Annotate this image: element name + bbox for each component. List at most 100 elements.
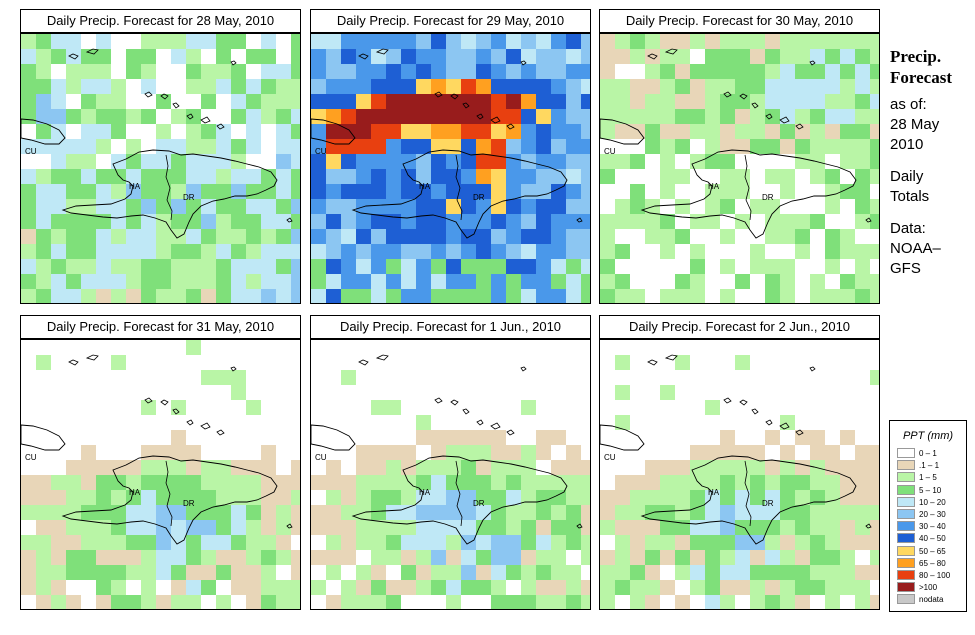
- precip-cell: [141, 289, 156, 303]
- precip-cell: [615, 535, 630, 550]
- precip-cell: [66, 34, 81, 49]
- precip-cell: [431, 430, 446, 445]
- precip-cell: [341, 259, 356, 274]
- precip-cell: [521, 535, 536, 550]
- precip-cell: [630, 214, 645, 229]
- precip-cell: [36, 259, 51, 274]
- precip-cell: [750, 550, 765, 565]
- precip-cell: [720, 34, 735, 49]
- precip-cell: [476, 34, 491, 49]
- precip-cell: [51, 79, 66, 94]
- precip-cell: [855, 154, 870, 169]
- precip-cell: [840, 580, 855, 595]
- precip-cell: [36, 109, 51, 124]
- precip-cell: [825, 445, 840, 460]
- precip-cell: [66, 184, 81, 199]
- cuba-coastline: [311, 424, 356, 451]
- precip-cell: [216, 49, 231, 64]
- precip-cell: [356, 289, 371, 303]
- island-outline: [450, 93, 459, 100]
- precip-cell: [186, 229, 201, 244]
- precip-cell: [186, 154, 201, 169]
- precip-cell: [201, 565, 216, 580]
- precip-cell: [216, 520, 231, 535]
- precip-cell: [276, 199, 291, 214]
- precip-cell: [750, 109, 765, 124]
- precip-cell: [446, 49, 461, 64]
- precip-cell: [66, 244, 81, 259]
- precip-cell: [506, 34, 521, 49]
- precip-cell: [705, 445, 720, 460]
- precip-cell: [855, 139, 870, 154]
- precip-grid: [600, 355, 879, 609]
- precip-cell: [506, 445, 521, 460]
- precip-cell: [446, 124, 461, 139]
- precip-cell: [491, 430, 506, 445]
- precip-cell: [141, 34, 156, 49]
- precip-cell: [476, 109, 491, 124]
- precip-cell: [630, 505, 645, 520]
- precip-cell: [780, 139, 795, 154]
- precip-cell: [506, 49, 521, 64]
- precip-cell: [356, 139, 371, 154]
- precip-cell: [341, 49, 356, 64]
- precip-cell: [870, 94, 879, 109]
- precip-cell: [341, 505, 356, 520]
- precip-cell: [291, 154, 300, 169]
- precip-cell: [840, 49, 855, 64]
- precip-cell: [506, 520, 521, 535]
- precip-cell: [21, 259, 36, 274]
- precip-cell: [551, 460, 566, 475]
- precip-cell: [201, 229, 216, 244]
- precip-cell: [326, 259, 341, 274]
- precip-cell: [840, 430, 855, 445]
- precip-cell: [645, 475, 660, 490]
- precip-cell: [81, 565, 96, 580]
- precip-cell: [156, 565, 171, 580]
- precip-cell: [521, 289, 536, 303]
- precip-cell: [825, 199, 840, 214]
- precip-cell: [581, 124, 590, 139]
- precip-cell: [401, 445, 416, 460]
- precip-cell: [566, 520, 581, 535]
- precip-cell: [216, 139, 231, 154]
- precip-cell: [870, 139, 879, 154]
- precip-cell: [446, 535, 461, 550]
- precip-cell: [201, 154, 216, 169]
- precip-cell: [326, 244, 341, 259]
- precip-cell: [735, 139, 750, 154]
- precip-cell: [96, 274, 111, 289]
- precip-cell: [261, 460, 276, 475]
- precip-cell: [795, 49, 810, 64]
- hispaniola-coastline: [61, 455, 278, 545]
- precip-cell: [201, 139, 216, 154]
- precip-cell: [36, 34, 51, 49]
- precip-cell: [291, 460, 300, 475]
- precip-cell: [566, 184, 581, 199]
- precip-cell: [630, 199, 645, 214]
- precip-cell: [690, 124, 705, 139]
- precip-cell: [291, 169, 300, 184]
- precip-cell: [780, 274, 795, 289]
- precip-cell: [386, 64, 401, 79]
- precip-cell: [566, 94, 581, 109]
- precip-cell: [536, 490, 551, 505]
- precip-cell: [66, 289, 81, 303]
- precip-cell: [96, 550, 111, 565]
- precip-cell: [231, 490, 246, 505]
- precip-cell: [356, 214, 371, 229]
- island-outline: [765, 113, 773, 120]
- precip-cell: [326, 274, 341, 289]
- island-outline: [462, 408, 470, 415]
- precip-cell: [690, 520, 705, 535]
- precip-cell: [356, 34, 371, 49]
- precip-cell: [630, 565, 645, 580]
- precip-cell: [201, 184, 216, 199]
- precip-cell: [246, 565, 261, 580]
- precip-cell: [461, 244, 476, 259]
- precip-cell: [96, 595, 111, 609]
- precip-cell: [401, 490, 416, 505]
- precip-cell: [566, 34, 581, 49]
- precip-cell: [261, 445, 276, 460]
- legend-swatch: [897, 545, 915, 556]
